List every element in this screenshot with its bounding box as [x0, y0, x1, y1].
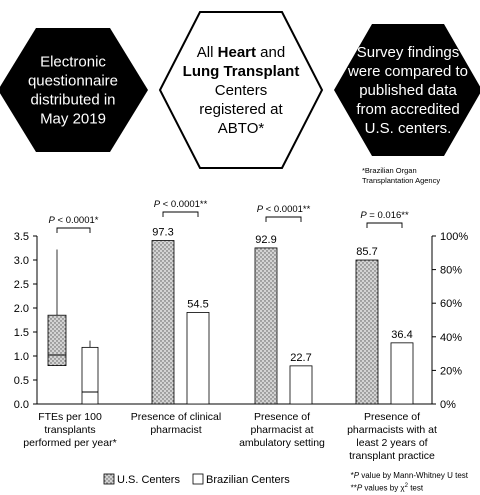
bar-data-label-us: 97.3 — [152, 227, 173, 239]
pvalue-bracket — [162, 211, 199, 217]
hexagon-text-line: were compared to — [347, 63, 468, 80]
category-label: transplant practice — [349, 450, 435, 462]
bar-brazil — [289, 365, 313, 405]
pvalue-label: P < 0.0001** — [257, 204, 311, 215]
note-mann-whitney: *P value by Mann-Whitney U test — [350, 471, 468, 480]
hexagon-text-line: published data — [359, 82, 457, 99]
abto-footnote-line: Transplantation Agency — [362, 176, 441, 185]
boxplot-box-brazil — [81, 346, 99, 405]
bar-us — [151, 240, 175, 405]
pvalue-bracket — [56, 227, 91, 233]
category-label: Presence of clinical — [131, 411, 221, 423]
legend: U.S. Centers Brazilian Centers — [103, 473, 290, 486]
right-tick-label: 20% — [440, 365, 462, 377]
hexagon-survey — [334, 24, 480, 156]
category-label: Presence of — [364, 411, 420, 423]
category-label: FTEs per 100 — [38, 411, 102, 423]
right-tick-label: 0% — [440, 399, 456, 411]
right-tick-label: 40% — [440, 332, 462, 344]
left-tick-label: 2.5 — [14, 279, 29, 291]
bar-brazil — [186, 312, 210, 405]
category-label: performed per year* — [23, 437, 116, 449]
left-tick-label: 0.5 — [14, 375, 29, 387]
statistics-notes: *P value by Mann-Whitney U test **P valu… — [351, 470, 468, 494]
category-label: pharmacist at — [250, 424, 313, 436]
category-label: ambulatory setting — [239, 437, 325, 449]
pvalue-label: P = 0.016** — [360, 210, 409, 221]
hexagon-text-line: Electronic — [40, 54, 106, 71]
bar-brazil — [390, 342, 414, 405]
left-tick-label: 2.0 — [14, 303, 29, 315]
boxplot-box-us — [47, 314, 67, 367]
chart: 0.0 0.5 1.0 1.5 2.0 2.5 3.0 3.5 0% 20% 40% 60% 80% 1… — [14, 199, 469, 462]
bar-us — [254, 247, 278, 405]
pvalue-bracket — [265, 216, 302, 222]
note-chi-square: **P values by χ2 test — [350, 483, 424, 493]
category-label: pharmacists with at — [347, 424, 437, 436]
hexagon-text-line: Survey findings — [357, 44, 460, 61]
bar-us — [355, 259, 379, 405]
left-tick-label: 1.0 — [14, 351, 29, 363]
pvalue-label: P < 0.0001* — [49, 215, 99, 226]
hexagon-text-line: All Heart and — [197, 44, 285, 61]
hexagon-text-line: registered at — [199, 101, 283, 118]
hexagon-text-line: ABTO* — [218, 120, 265, 137]
pvalue-bracket — [366, 222, 403, 228]
hexagon-centers — [158, 11, 324, 169]
hexagon-questionnaire — [0, 28, 148, 152]
category-label: transplants — [44, 424, 95, 436]
hexagon-text-line: U.S. centers. — [365, 120, 452, 137]
bar-data-label-us: 92.9 — [255, 234, 276, 246]
hexagon-text-line: questionnaire — [28, 73, 118, 90]
pvalue-label: P < 0.0001** — [154, 199, 208, 210]
category-label: pharmacist — [150, 424, 201, 436]
category-label: Presence of — [254, 411, 310, 423]
bar-data-label-us: 85.7 — [356, 246, 377, 258]
bar-data-label-brazil: 54.5 — [187, 298, 208, 310]
category-label: least 2 years of — [356, 437, 427, 449]
hexagon-text-line: May 2019 — [40, 111, 106, 128]
hexagon-text-line: distributed in — [30, 92, 115, 109]
legend-swatch-brazil — [192, 473, 204, 485]
hexagon-text-line: Lung Transplant — [183, 63, 300, 80]
abto-footnote: *Brazilian Organ Transplantation Agency — [362, 166, 472, 186]
hexagon-text-line: from accredited — [356, 101, 459, 118]
legend-label-brazil: Brazilian Centers — [206, 474, 290, 486]
left-tick-label: 3.0 — [14, 255, 29, 267]
right-tick-label: 60% — [440, 298, 462, 310]
abto-footnote-line: *Brazilian Organ — [362, 166, 417, 175]
hexagon-text-line: Centers — [215, 82, 268, 99]
right-tick-label: 100% — [440, 231, 468, 243]
left-tick-label: 3.5 — [14, 231, 29, 243]
legend-swatch-us — [103, 473, 115, 485]
bar-data-label-brazil: 22.7 — [290, 352, 311, 364]
right-tick-label: 80% — [440, 265, 462, 277]
legend-label-us: U.S. Centers — [117, 474, 180, 486]
left-tick-label: 0.0 — [14, 399, 29, 411]
bar-data-label-brazil: 36.4 — [391, 329, 412, 341]
left-tick-label: 1.5 — [14, 327, 29, 339]
